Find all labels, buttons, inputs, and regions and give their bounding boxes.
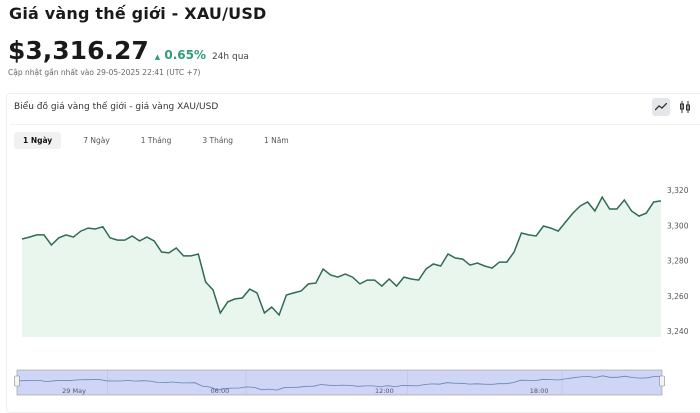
- range-tabs: 1 Ngày 7 Ngày 1 Tháng 3 Tháng 1 Năm: [14, 132, 311, 149]
- page-title: Giá vàng thế giới - XAU/USD: [9, 4, 267, 23]
- y-tick-label: 3,260: [667, 292, 689, 301]
- price-change: ▲ 0.65%: [155, 48, 206, 62]
- tab-3-months[interactable]: 3 Tháng: [193, 132, 242, 149]
- navigator-selection[interactable]: [17, 370, 662, 395]
- y-tick-label: 3,300: [667, 221, 689, 230]
- price-area: [22, 197, 661, 337]
- candlestick-icon: [679, 101, 691, 113]
- navigator-time-label: 29 May: [62, 387, 86, 395]
- navigator-time-label: 12:00: [375, 387, 394, 395]
- y-tick-label: 3,240: [667, 327, 689, 336]
- price-summary: $3,316.27 ▲ 0.65% 24h qua: [8, 36, 249, 65]
- divider: [10, 124, 700, 125]
- navigator-time-label: 06:00: [211, 387, 230, 395]
- change-percent: 0.65%: [164, 48, 206, 62]
- current-price: $3,316.27: [8, 36, 149, 65]
- tab-1-day[interactable]: 1 Ngày: [14, 132, 61, 149]
- tab-1-month[interactable]: 1 Tháng: [132, 132, 181, 149]
- line-chart-icon: [655, 103, 667, 111]
- up-arrow-icon: ▲: [155, 53, 160, 61]
- navigator-left-handle[interactable]: [15, 376, 20, 386]
- navigator-right-handle[interactable]: [660, 376, 665, 386]
- price-chart: 3,240 3,260 3,280 3,300 3,320 29 May 06:00 12:0…: [0, 150, 700, 400]
- navigator-time-label: 18:00: [530, 387, 549, 395]
- y-tick-label: 3,320: [667, 186, 689, 195]
- chart-title: Biểu đồ giá vàng thế giới - giá vàng XAU…: [14, 102, 218, 112]
- candlestick-button[interactable]: [676, 98, 694, 116]
- tab-1-year[interactable]: 1 Năm: [255, 132, 298, 149]
- last-updated: Cập nhật gần nhất vào 29-05-2025 22:41 (…: [8, 68, 200, 77]
- y-tick-label: 3,280: [667, 257, 689, 266]
- tab-7-days[interactable]: 7 Ngày: [74, 132, 119, 149]
- change-period: 24h qua: [212, 52, 249, 62]
- line-chart-button[interactable]: [652, 98, 670, 116]
